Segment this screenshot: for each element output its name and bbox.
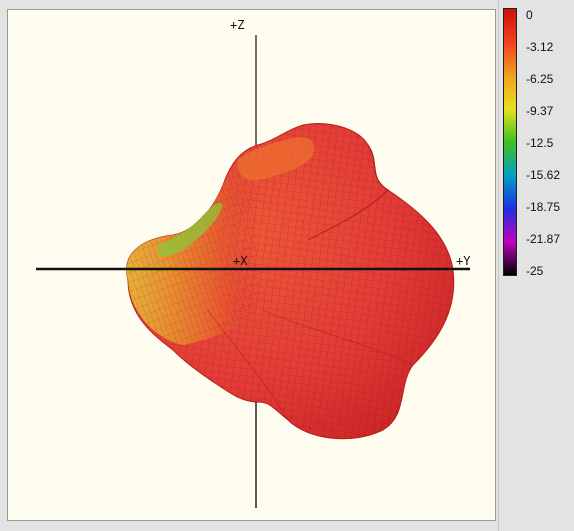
pattern-3d-plot: [36, 35, 470, 508]
panel-divider: [498, 0, 499, 531]
radiation-pattern-viewport[interactable]: +Z +X +Y: [7, 9, 496, 521]
legend-tick-label: -15.62: [526, 168, 561, 182]
y-axis-label: +Y: [456, 254, 471, 268]
right-lobe-contour: [307, 144, 389, 241]
legend-tick-label: -18.75: [526, 200, 561, 214]
color-scale-legend: 0 -3.12 -6.25 -9.37 -12.5 -15.62 -18.75 -21.87 -…: [500, 7, 572, 522]
legend-tick-label: -21.87: [526, 232, 561, 246]
legend-tick-label: -9.37: [526, 104, 554, 118]
legend-tick-label: -3.12: [526, 40, 554, 54]
legend-tick-label: -12.5: [526, 136, 554, 150]
low-gain-patch: [158, 203, 223, 257]
top-highlight: [237, 137, 315, 181]
legend-tick-label: -25: [526, 264, 544, 278]
x-axis-label: +X: [233, 254, 248, 268]
legend-tick-label: 0: [526, 8, 533, 22]
z-axis-label: +Z: [230, 18, 245, 32]
legend-tick-label: -6.25: [526, 72, 554, 86]
color-scale-bar: [503, 8, 517, 276]
